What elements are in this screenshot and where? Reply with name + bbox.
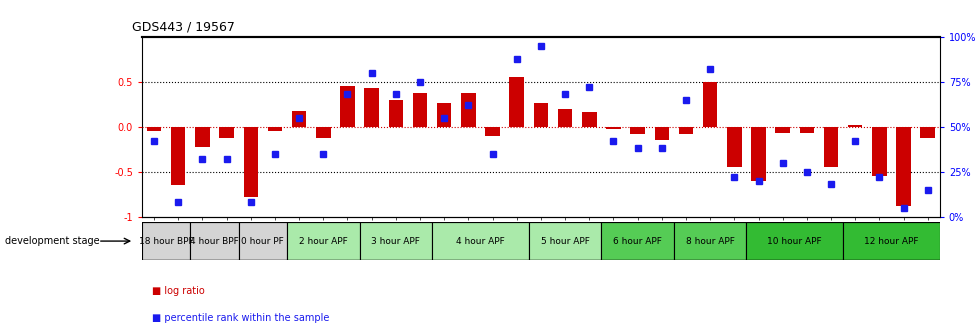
Text: 3 hour APF: 3 hour APF <box>371 237 420 246</box>
Text: 18 hour BPF: 18 hour BPF <box>139 237 194 246</box>
Bar <box>340 86 354 127</box>
Bar <box>654 127 668 140</box>
Bar <box>702 82 717 127</box>
Text: 12 hour APF: 12 hour APF <box>864 237 917 246</box>
Text: 8 hour APF: 8 hour APF <box>685 237 734 246</box>
Bar <box>919 127 934 138</box>
Bar <box>727 127 740 167</box>
Bar <box>822 127 837 167</box>
Bar <box>171 127 185 185</box>
Bar <box>461 93 475 127</box>
Text: GDS443 / 19567: GDS443 / 19567 <box>132 20 235 34</box>
Text: 4 hour APF: 4 hour APF <box>456 237 505 246</box>
Bar <box>799 127 814 133</box>
Text: 10 hour APF: 10 hour APF <box>767 237 822 246</box>
Bar <box>239 222 287 260</box>
Bar <box>316 127 331 138</box>
Bar <box>842 222 939 260</box>
Text: 0 hour PF: 0 hour PF <box>242 237 284 246</box>
Bar <box>142 222 190 260</box>
Bar <box>359 222 431 260</box>
Bar <box>581 112 596 127</box>
Text: 6 hour APF: 6 hour APF <box>612 237 661 246</box>
Text: ■ log ratio: ■ log ratio <box>152 286 204 296</box>
Bar <box>600 222 673 260</box>
Bar <box>267 127 282 131</box>
Bar <box>847 125 862 127</box>
Bar <box>673 222 745 260</box>
Bar <box>678 127 692 134</box>
Bar <box>528 222 600 260</box>
Bar <box>630 127 645 134</box>
Bar <box>190 222 239 260</box>
Bar <box>775 127 789 133</box>
Bar <box>291 111 306 127</box>
Text: ■ percentile rank within the sample: ■ percentile rank within the sample <box>152 312 329 323</box>
Bar <box>896 127 910 206</box>
Bar <box>436 102 451 127</box>
Bar <box>219 127 234 138</box>
Bar <box>557 109 572 127</box>
Bar <box>871 127 886 176</box>
Bar <box>605 127 620 129</box>
Bar <box>244 127 258 197</box>
Bar <box>533 102 548 127</box>
Bar <box>509 77 523 127</box>
Bar <box>485 127 500 136</box>
Bar <box>195 127 209 146</box>
Text: 4 hour BPF: 4 hour BPF <box>190 237 239 246</box>
Bar <box>388 100 403 127</box>
Bar <box>287 222 359 260</box>
Bar <box>750 127 765 181</box>
Bar <box>431 222 528 260</box>
Text: 2 hour APF: 2 hour APF <box>298 237 347 246</box>
Bar <box>745 222 842 260</box>
Bar <box>364 88 378 127</box>
Text: development stage: development stage <box>5 236 100 246</box>
Bar <box>147 127 161 131</box>
Text: 5 hour APF: 5 hour APF <box>540 237 589 246</box>
Bar <box>413 93 426 127</box>
